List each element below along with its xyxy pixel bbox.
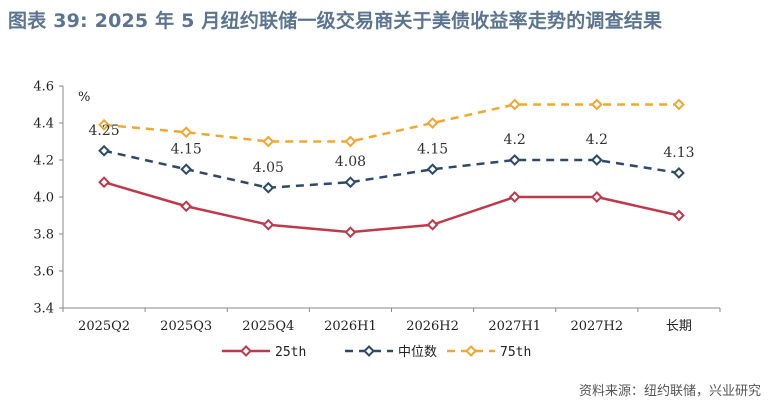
legend-marker <box>363 345 375 357</box>
source-note: 资料来源：纽约联储，兴业研究 <box>578 384 761 399</box>
data-point <box>673 167 685 179</box>
data-point <box>426 117 439 129</box>
series-layer <box>98 98 685 239</box>
data-point <box>673 98 685 111</box>
legend-label: 中位数 <box>398 345 437 360</box>
data-label: 4.25 <box>88 123 119 139</box>
legend-label: 75th <box>500 345 531 360</box>
data-point <box>590 154 603 166</box>
data-point <box>426 163 439 176</box>
y-tick-label: 3.8 <box>33 228 54 243</box>
y-tick-label: 4.4 <box>33 117 54 132</box>
x-tick-label: 2025Q3 <box>160 319 212 334</box>
x-tick-label: 2026H1 <box>324 319 377 334</box>
y-tick-label: 3.6 <box>33 265 54 280</box>
data-point <box>98 144 110 157</box>
series-line <box>103 181 680 234</box>
data-point <box>508 191 521 203</box>
chart-title: 图表 39: 2025 年 5 月纽约联储一级交易商关于美债收益率走势的调查结果 <box>8 10 663 32</box>
series-line <box>103 149 680 189</box>
data-point <box>590 98 603 111</box>
y-tick-label: 4.6 <box>33 80 54 95</box>
x-tick-label: 2025Q2 <box>78 319 130 334</box>
chart-axes: 3.4 3.6 3.8 4.0 4.2 4.4 4.6 2025Q2 2025Q3 2025Q4 2… <box>33 80 721 334</box>
data-point <box>180 126 193 139</box>
data-label: 4.05 <box>253 160 284 176</box>
data-point <box>98 176 110 189</box>
data-point <box>180 163 193 176</box>
data-label: 4.13 <box>663 145 694 161</box>
data-label: 4.2 <box>504 132 526 148</box>
data-point <box>508 154 521 166</box>
data-point <box>180 200 193 213</box>
legend-marker <box>240 345 252 357</box>
data-point <box>673 209 685 222</box>
data-point <box>344 135 357 148</box>
legend-item: 25th <box>222 345 306 360</box>
data-label: 4.08 <box>335 154 366 170</box>
legend-label: 25th <box>275 345 306 360</box>
data-point <box>98 118 110 131</box>
data-point <box>508 98 521 111</box>
x-tick-label: 2025Q4 <box>242 319 294 334</box>
data-point <box>344 226 357 239</box>
data-point <box>344 176 357 189</box>
x-tick-label: 2027H1 <box>488 319 541 334</box>
y-tick-label: 4.0 <box>33 191 54 206</box>
data-label: 4.15 <box>171 141 202 157</box>
data-labels: 4.25 4.15 4.05 4.08 4.15 4.2 4.2 4.13 <box>88 123 694 176</box>
y-unit-label: % <box>78 90 90 105</box>
data-label: 4.15 <box>417 141 448 157</box>
y-tick-label: 3.4 <box>33 302 54 317</box>
data-label: 4.2 <box>586 132 608 148</box>
data-point <box>262 181 275 194</box>
legend-marker <box>465 345 477 357</box>
y-tick-label: 4.2 <box>33 154 54 169</box>
legend-item: 75th <box>447 345 531 360</box>
x-tick-label: 2026H2 <box>406 319 459 334</box>
data-point <box>262 135 275 148</box>
legend-item: 中位数 <box>345 345 437 360</box>
x-tick-label: 长期 <box>666 319 692 334</box>
data-point <box>590 191 603 203</box>
data-point <box>262 218 275 231</box>
x-tick-label: 2027H2 <box>570 319 623 334</box>
data-point <box>426 218 439 231</box>
chart-legend: 25th 中位数 75th <box>222 345 531 360</box>
